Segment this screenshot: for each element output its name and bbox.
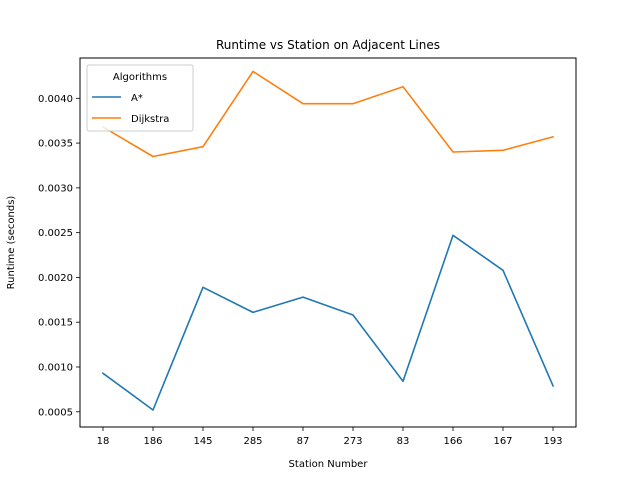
x-tick-label: 83 xyxy=(397,436,410,447)
y-tick-label: 0.0025 xyxy=(38,228,73,239)
legend: Algorithms A* Dijkstra xyxy=(86,64,194,132)
y-tick-label: 0.0005 xyxy=(38,407,73,418)
y-axis-label: Runtime (seconds) xyxy=(6,196,17,290)
x-tick-label: 285 xyxy=(243,436,262,447)
y-tick-label: 0.0030 xyxy=(38,183,73,194)
x-tick-label: 186 xyxy=(143,436,162,447)
plot-lines xyxy=(101,70,555,411)
x-tick-label: 273 xyxy=(343,436,362,447)
x-axis: 18 186 145 285 87 273 83 166 167 193 xyxy=(97,427,563,447)
series-line-dijkstra xyxy=(101,70,554,158)
x-tick-label: 87 xyxy=(297,436,310,447)
legend-box xyxy=(86,64,194,132)
series-line-a-star xyxy=(101,234,555,411)
x-axis-label: Station Number xyxy=(289,459,369,470)
plot-frame xyxy=(79,57,577,428)
y-tick-label: 0.0020 xyxy=(38,273,73,284)
x-tick-label: 193 xyxy=(543,436,562,447)
chart-title: Runtime vs Station on Adjacent Lines xyxy=(216,38,440,52)
legend-title: Algorithms xyxy=(113,72,167,83)
y-axis: 0.0005 0.0010 0.0015 0.0020 0.0025 0.0030 0.00… xyxy=(38,94,80,418)
legend-label-a-star: A* xyxy=(131,93,143,104)
x-tick-label: 167 xyxy=(493,436,512,447)
y-tick-label: 0.0010 xyxy=(38,362,73,373)
legend-label-dijkstra: Dijkstra xyxy=(131,114,169,125)
x-tick-label: 18 xyxy=(97,436,110,447)
y-tick-label: 0.0040 xyxy=(38,94,73,105)
x-tick-label: 145 xyxy=(193,436,212,447)
x-tick-label: 166 xyxy=(443,436,462,447)
y-tick-label: 0.0015 xyxy=(38,318,73,329)
y-tick-label: 0.0035 xyxy=(38,139,73,150)
